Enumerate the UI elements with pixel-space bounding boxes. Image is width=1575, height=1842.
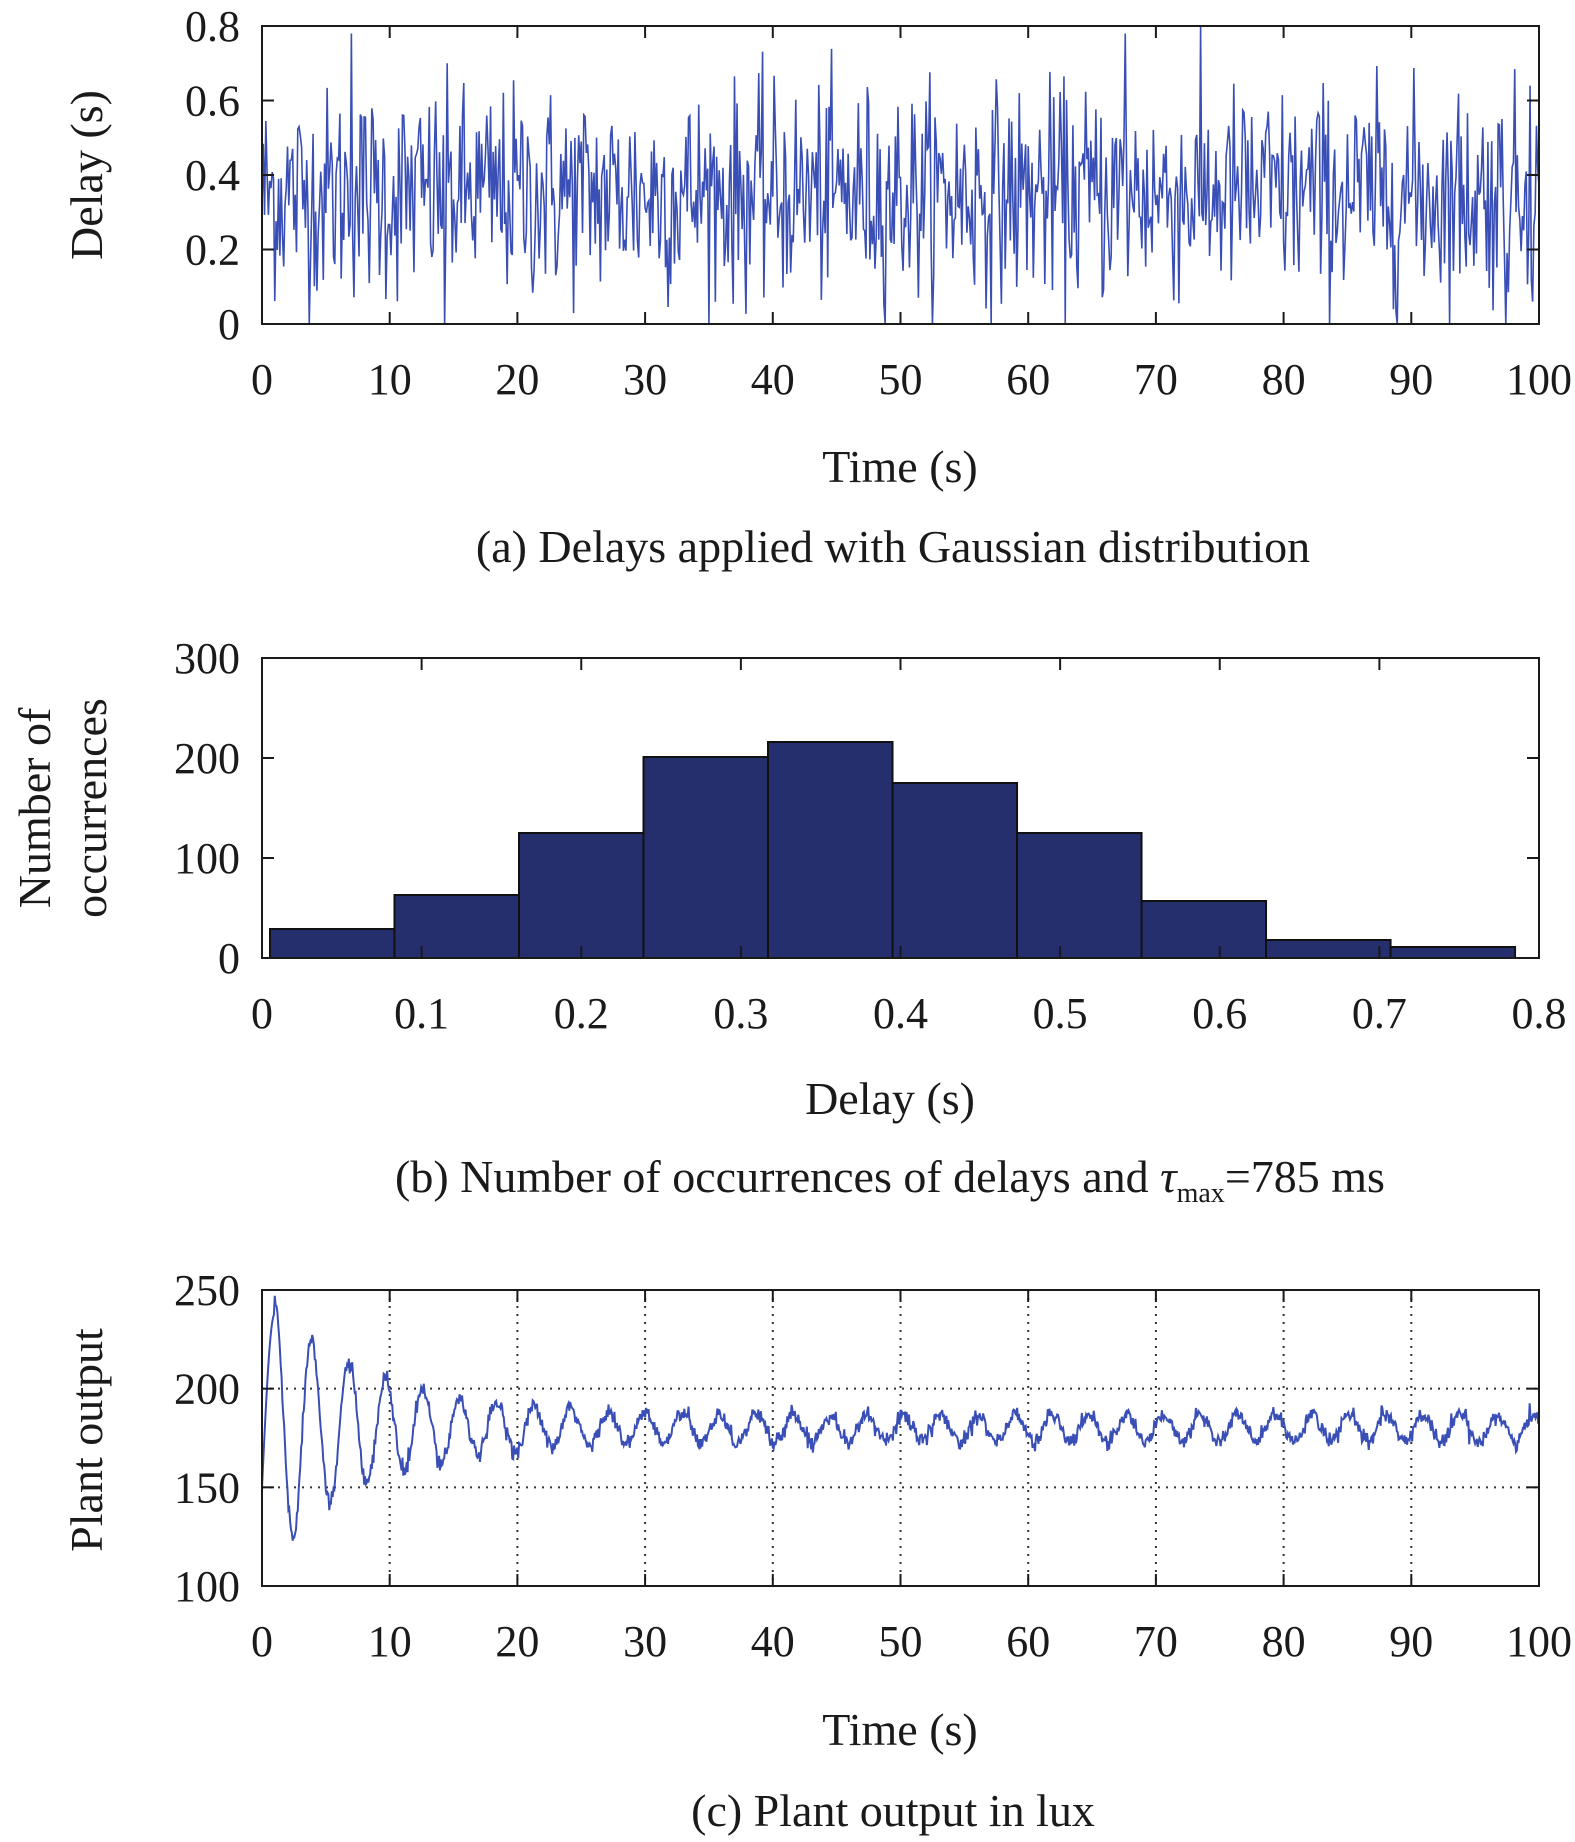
histogram-bar — [1265, 939, 1392, 959]
x-tick-label: 0.5 — [1033, 989, 1088, 1038]
panel-b-caption-subscript: max — [1177, 1178, 1225, 1209]
x-tick-label: 0.8 — [1512, 989, 1567, 1038]
x-tick-label: 20 — [495, 355, 539, 404]
histogram-bar — [1140, 900, 1268, 959]
x-tick-label: 0.4 — [873, 989, 928, 1038]
x-tick-label: 80 — [1262, 1617, 1306, 1666]
x-tick-label: 90 — [1389, 1617, 1433, 1666]
panel-b-y-axis-label-line-2: occurrences — [65, 698, 116, 918]
x-tick-label: 40 — [751, 355, 795, 404]
x-tick-label: 0.1 — [394, 989, 449, 1038]
y-tick-label: 200 — [174, 1365, 240, 1414]
x-tick-label: 60 — [1006, 355, 1050, 404]
panel-c-x-axis-label: Time (s) — [822, 1704, 978, 1755]
x-tick-label: 0.7 — [1352, 989, 1407, 1038]
panel-c-plant-output: 0 10 20 30 40 50 60 70 80 90 100 100 150 200 250 Time… — [61, 1266, 1572, 1836]
x-tick-label: 0.3 — [713, 989, 768, 1038]
x-tick-label: 70 — [1134, 355, 1178, 404]
histogram-bar — [517, 832, 645, 959]
x-tick-label: 20 — [495, 1617, 539, 1666]
y-tick-label: 0 — [218, 934, 240, 983]
x-tick-label: 40 — [751, 1617, 795, 1666]
panel-c-caption: (c) Plant output in lux — [691, 1785, 1095, 1836]
x-tick-label: 0 — [251, 989, 273, 1038]
histogram-bar — [767, 741, 894, 959]
y-tick-label: 0.8 — [185, 2, 240, 51]
y-tick-label: 100 — [174, 834, 240, 883]
x-tick-label: 0 — [251, 355, 273, 404]
plant-output-line — [261, 1295, 1540, 1541]
panel-b-delay-histogram: 0 0.1 0.2 0.3 0.4 0.5 0.6 0.7 0.8 0 100 200 300 Del… — [9, 634, 1567, 1209]
histogram-bar — [1389, 946, 1517, 959]
delay-series-line — [261, 25, 1540, 325]
x-tick-label: 50 — [879, 355, 923, 404]
y-tick-label: 0 — [218, 300, 240, 349]
histogram-bar — [891, 782, 1019, 959]
x-tick-label: 10 — [368, 1617, 412, 1666]
x-tick-label: 100 — [1506, 355, 1572, 404]
x-tick-label: 10 — [368, 355, 412, 404]
y-tick-label: 250 — [174, 1266, 240, 1315]
y-tick-label: 200 — [174, 734, 240, 783]
histogram-bar — [642, 756, 770, 959]
x-tick-label: 30 — [623, 1617, 667, 1666]
x-tick-label: 0.2 — [554, 989, 609, 1038]
x-tick-label: 60 — [1006, 1617, 1050, 1666]
x-tick-label: 70 — [1134, 1617, 1178, 1666]
histogram-bar — [1016, 832, 1143, 959]
panel-b-x-axis-label: Delay (s) — [805, 1073, 975, 1124]
histogram-bar — [393, 894, 520, 959]
panel-a-delay-time-series: 0 10 20 30 40 50 60 70 80 90 100 0 0.2 0.4 0.6 0.8 Tim… — [61, 2, 1572, 572]
panel-b-caption-tau: τ — [1160, 1151, 1178, 1202]
histogram-bar — [268, 928, 396, 959]
y-tick-label: 300 — [174, 634, 240, 683]
y-tick-label: 100 — [174, 1562, 240, 1611]
x-tick-label: 90 — [1389, 355, 1433, 404]
panel-a-y-axis-label: Delay (s) — [61, 90, 112, 260]
x-tick-label: 0 — [251, 1617, 273, 1666]
panel-c-plot-frame — [261, 1289, 1540, 1587]
x-tick-label: 100 — [1506, 1617, 1572, 1666]
panel-b-caption: (b) Number of occurrences of delays and … — [395, 1151, 1385, 1209]
x-tick-label: 0.6 — [1192, 989, 1247, 1038]
panel-b-y-axis-label-line-1: Number of — [9, 707, 60, 908]
y-tick-label: 0.2 — [185, 226, 240, 275]
y-tick-label: 0.4 — [185, 151, 240, 200]
x-tick-label: 50 — [879, 1617, 923, 1666]
y-tick-label: 150 — [174, 1463, 240, 1512]
panel-c-y-axis-label: Plant output — [61, 1328, 112, 1552]
panel-a-x-axis-label: Time (s) — [822, 441, 978, 492]
x-tick-label: 80 — [1262, 355, 1306, 404]
panel-b-caption-tail: =785 ms — [1225, 1151, 1385, 1202]
x-tick-label: 30 — [623, 355, 667, 404]
panel-b-caption-main: (b) Number of occurrences of delays and — [395, 1151, 1160, 1202]
panel-a-caption: (a) Delays applied with Gaussian distrib… — [476, 521, 1310, 572]
y-tick-label: 0.6 — [185, 77, 240, 126]
